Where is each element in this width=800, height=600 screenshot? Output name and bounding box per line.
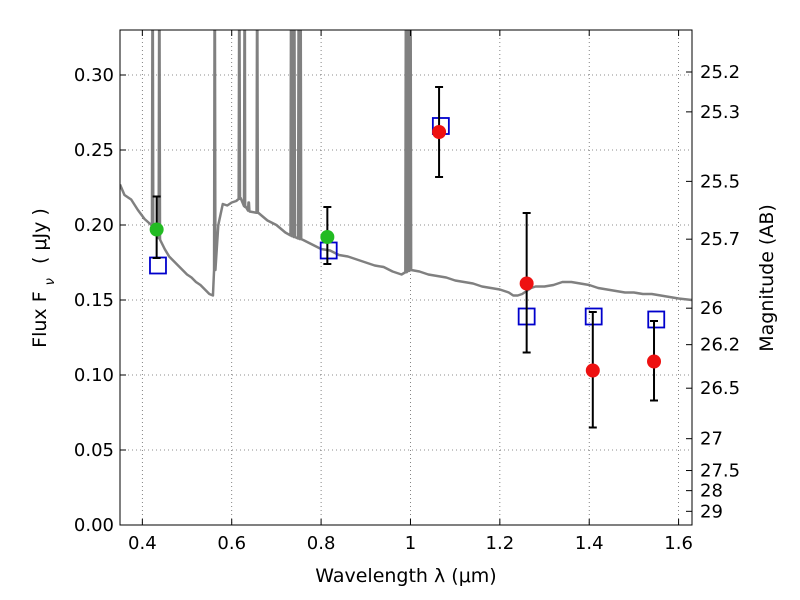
y-tick-label: 0.25 [74, 140, 114, 161]
mag-tick-label: 25.7 [700, 229, 740, 250]
x-axis-label: Wavelength λ (μm) [315, 565, 496, 587]
mag-tick-label: 27.5 [700, 461, 740, 482]
x-tick-label: 0.4 [128, 533, 157, 554]
x-tick-label: 1 [405, 533, 416, 554]
axes: 0.4 0.6 0.8 1 1.2 1.4 1.6 0.00 0.05 0.10 0.15 0.20 0… [74, 30, 740, 554]
y-tick-label: 0.10 [74, 365, 114, 386]
observed-data-point [519, 276, 534, 291]
model-photometry-marker [647, 310, 666, 329]
svg-text:Flux F ν ( μJy ): Flux F ν ( μJy ) [29, 208, 58, 348]
y-axis-label-right: Magnitude (AB) [756, 204, 778, 352]
plot-frame [119, 29, 693, 526]
y-tick-label: 0.20 [74, 215, 114, 236]
observed-data-point [585, 363, 600, 378]
y-tick-label: 0.00 [74, 515, 114, 536]
y-axis-label-subscript: ν [43, 278, 58, 285]
y-axis-label-left: Flux F ν ( μJy ) [29, 208, 58, 348]
mag-tick-label: 28 [700, 481, 723, 502]
x-tick-label: 1.6 [664, 533, 693, 554]
x-tick-label: 0.6 [217, 533, 246, 554]
y-axis-label-text: Flux F [29, 291, 51, 347]
mag-tick-label: 26.2 [700, 335, 740, 356]
plot-area [120, 30, 692, 429]
y-tick-label: 0.05 [74, 440, 114, 461]
x-tick-label: 0.8 [307, 533, 336, 554]
mag-tick-label: 25.3 [700, 102, 740, 123]
x-tick-label: 1.2 [486, 533, 515, 554]
model-photometry-marker [149, 256, 167, 275]
y-tick-label: 0.30 [74, 65, 114, 86]
y-tick-label: 0.15 [74, 290, 114, 311]
mag-tick-label: 27 [700, 429, 723, 450]
observed-data-point [432, 125, 447, 139]
mag-tick-label: 25.2 [700, 62, 740, 83]
observed-data-point [320, 230, 335, 244]
mag-tick-label: 29 [700, 501, 723, 522]
mag-tick-label: 25.5 [700, 171, 740, 192]
mag-tick-label: 26.5 [700, 378, 740, 399]
observed-data-point [647, 354, 662, 369]
mag-tick-label: 26 [700, 298, 723, 319]
observed-data-point [149, 222, 164, 237]
y-axis-label-unit: ( μJy ) [29, 208, 51, 264]
x-tick-label: 1.4 [575, 533, 604, 554]
model-spectrum-line [120, 30, 692, 302]
